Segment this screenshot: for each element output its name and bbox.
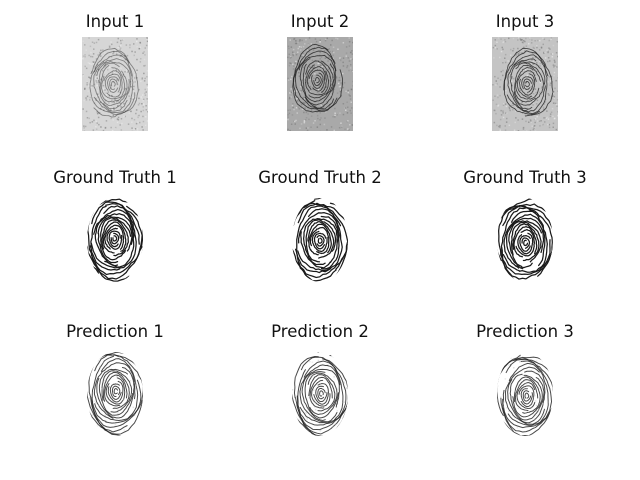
ground-truth-image-2	[287, 193, 353, 287]
fingerprint-picture	[292, 198, 348, 282]
fingerprint-picture	[87, 352, 143, 436]
panel-title-ground-truth-2: Ground Truth 2	[258, 168, 382, 187]
panel-title-input-1: Input 1	[85, 12, 145, 31]
panel-title-ground-truth-3: Ground Truth 3	[463, 168, 587, 187]
fingerprint-picture	[497, 198, 553, 282]
input-image-2	[287, 37, 353, 131]
input-image-3	[492, 37, 558, 131]
panel-title-prediction-3: Prediction 3	[476, 322, 574, 341]
prediction-image-3	[492, 347, 558, 441]
input-image-1	[82, 37, 148, 131]
panel-title-ground-truth-1: Ground Truth 1	[53, 168, 177, 187]
fingerprint-picture	[82, 37, 148, 131]
panel-title-input-3: Input 3	[495, 12, 555, 31]
fingerprint-picture	[87, 198, 143, 282]
panel-title-input-2: Input 2	[290, 12, 350, 31]
prediction-image-1	[82, 347, 148, 441]
fingerprint-picture	[287, 37, 353, 131]
fingerprint-picture	[497, 352, 553, 436]
prediction-image-2	[287, 347, 353, 441]
fingerprint-picture	[492, 37, 558, 131]
ground-truth-image-1	[82, 193, 148, 287]
panel-title-prediction-2: Prediction 2	[271, 322, 369, 341]
ground-truth-image-3	[492, 193, 558, 287]
fingerprint-picture	[292, 352, 348, 436]
panel-title-prediction-1: Prediction 1	[66, 322, 164, 341]
